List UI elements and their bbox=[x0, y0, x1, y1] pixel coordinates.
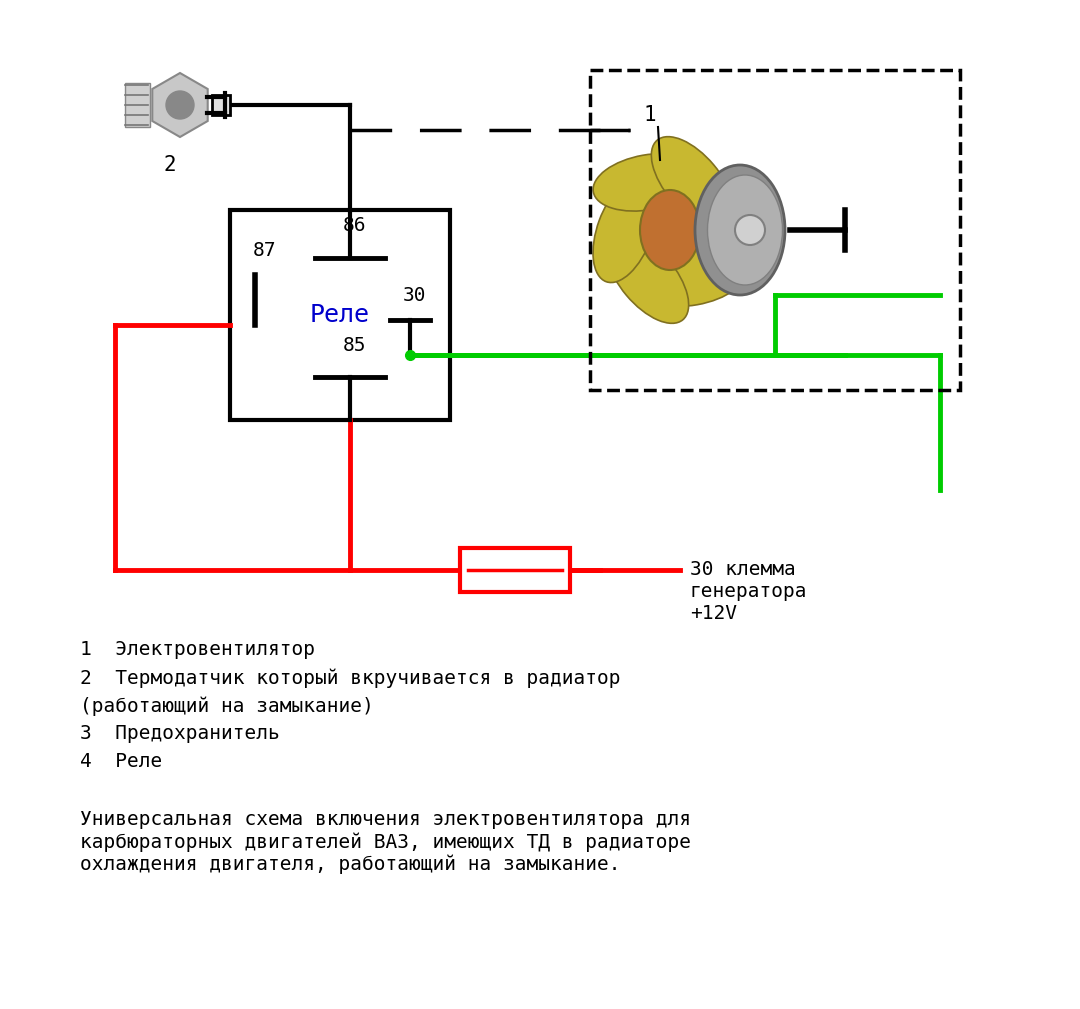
Text: Реле: Реле bbox=[310, 303, 370, 327]
Text: 1: 1 bbox=[644, 105, 657, 125]
Text: 1  Электровентилятор: 1 Электровентилятор bbox=[80, 640, 315, 659]
Ellipse shape bbox=[593, 153, 702, 211]
Ellipse shape bbox=[651, 136, 733, 228]
Text: 86: 86 bbox=[343, 216, 367, 235]
Polygon shape bbox=[152, 73, 207, 137]
Circle shape bbox=[735, 215, 765, 245]
Ellipse shape bbox=[696, 165, 785, 295]
Bar bbox=[230, 210, 450, 420]
Text: 3  Предохранитель: 3 Предохранитель bbox=[80, 724, 280, 743]
Text: 30 клемма
генератора
+12V: 30 клемма генератора +12V bbox=[690, 560, 808, 623]
Text: 2: 2 bbox=[164, 155, 176, 175]
Ellipse shape bbox=[707, 175, 783, 285]
Text: 2  Термодатчик который вкручивается в радиатор: 2 Термодатчик который вкручивается в рад… bbox=[80, 668, 621, 687]
Ellipse shape bbox=[593, 178, 657, 283]
Ellipse shape bbox=[640, 190, 700, 270]
Text: 87: 87 bbox=[253, 241, 276, 260]
Ellipse shape bbox=[683, 178, 747, 283]
Text: 4  Реле: 4 Реле bbox=[80, 752, 162, 771]
Bar bbox=[212, 95, 230, 115]
Text: (работающий на замыкание): (работающий на замыкание) bbox=[80, 696, 374, 715]
Text: 85: 85 bbox=[343, 336, 367, 355]
Circle shape bbox=[166, 91, 194, 119]
Text: Универсальная схема включения электровентилятора для
карбюраторных двигателей ВА: Универсальная схема включения электровен… bbox=[80, 810, 691, 874]
Bar bbox=[125, 83, 150, 127]
Bar bbox=[590, 70, 960, 390]
Text: 30: 30 bbox=[403, 286, 427, 305]
Bar bbox=[460, 548, 570, 592]
Ellipse shape bbox=[638, 249, 747, 307]
Ellipse shape bbox=[606, 232, 689, 323]
